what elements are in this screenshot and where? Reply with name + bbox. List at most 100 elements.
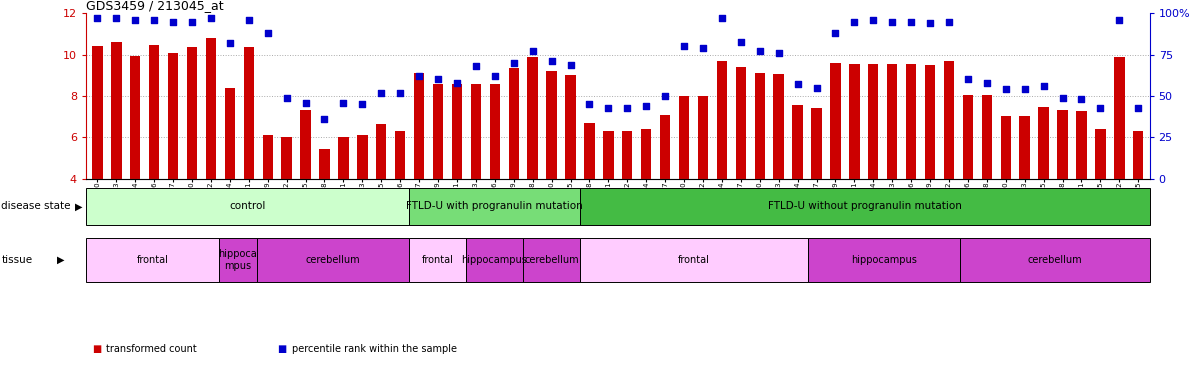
Bar: [641, 129, 651, 261]
Text: hippoca
mpus: hippoca mpus: [219, 249, 257, 271]
Bar: [1019, 116, 1030, 261]
Bar: [471, 84, 482, 261]
Bar: [86, 238, 219, 282]
Bar: [263, 135, 272, 261]
Point: [1091, 104, 1110, 111]
Bar: [413, 73, 424, 261]
Text: transformed count: transformed count: [106, 344, 197, 354]
Bar: [357, 135, 368, 261]
Point: [618, 104, 637, 111]
Bar: [623, 131, 632, 261]
Point: [807, 85, 826, 91]
Bar: [808, 238, 960, 282]
Bar: [225, 88, 235, 261]
Text: frontal: frontal: [136, 255, 168, 265]
Point: [410, 73, 429, 79]
Point: [1034, 83, 1053, 89]
Point: [599, 104, 618, 111]
Text: disease state: disease state: [1, 201, 71, 212]
Bar: [906, 64, 917, 261]
Point: [693, 45, 712, 51]
Bar: [409, 188, 580, 225]
Bar: [963, 95, 973, 261]
Point: [1053, 94, 1072, 101]
Point: [560, 61, 580, 68]
Bar: [717, 61, 727, 261]
Point: [220, 40, 239, 46]
Bar: [111, 42, 122, 261]
Text: hippocampus: hippocampus: [461, 255, 527, 265]
Point: [901, 19, 920, 25]
Point: [1110, 17, 1129, 23]
Point: [315, 116, 335, 122]
Bar: [831, 63, 840, 261]
Point: [333, 99, 353, 106]
Bar: [773, 74, 784, 261]
Point: [580, 101, 599, 108]
Bar: [754, 73, 765, 261]
Text: cerebellum: cerebellum: [1028, 255, 1081, 265]
Bar: [338, 137, 349, 261]
Text: percentile rank within the sample: percentile rank within the sample: [292, 344, 456, 354]
Point: [712, 15, 731, 22]
Point: [674, 43, 693, 50]
Text: tissue: tissue: [1, 255, 32, 265]
Bar: [206, 38, 216, 261]
Bar: [300, 111, 311, 261]
Bar: [944, 61, 954, 261]
Bar: [523, 238, 580, 282]
Bar: [1058, 111, 1068, 261]
Bar: [244, 48, 255, 261]
Point: [1128, 104, 1147, 111]
Bar: [86, 188, 409, 225]
Bar: [1095, 129, 1105, 261]
Point: [788, 81, 807, 88]
Point: [1072, 96, 1091, 103]
Text: ▶: ▶: [57, 255, 65, 265]
Text: FTLD-U with progranulin mutation: FTLD-U with progranulin mutation: [406, 201, 583, 212]
Bar: [868, 64, 878, 261]
Point: [864, 17, 883, 23]
Point: [637, 103, 656, 109]
Bar: [149, 45, 159, 261]
Point: [958, 76, 978, 83]
Text: cerebellum: cerebellum: [306, 255, 360, 265]
Point: [731, 38, 750, 45]
Text: frontal: frontal: [678, 255, 710, 265]
Bar: [850, 64, 859, 261]
Point: [372, 89, 391, 96]
Point: [429, 76, 448, 83]
Point: [656, 93, 675, 99]
Text: ▶: ▶: [75, 201, 82, 212]
Bar: [960, 238, 1150, 282]
Bar: [1000, 116, 1011, 261]
Bar: [698, 96, 709, 261]
Point: [202, 15, 221, 22]
Bar: [167, 53, 178, 261]
Bar: [509, 68, 519, 261]
Point: [997, 86, 1016, 93]
Point: [826, 30, 845, 36]
Bar: [1077, 111, 1086, 261]
Bar: [603, 131, 613, 261]
Point: [106, 15, 125, 22]
Bar: [452, 84, 462, 261]
Point: [523, 48, 543, 55]
Point: [391, 89, 410, 96]
Bar: [546, 71, 557, 261]
Bar: [887, 64, 897, 261]
Point: [277, 94, 296, 101]
Bar: [319, 149, 330, 261]
Point: [145, 17, 164, 23]
Point: [447, 80, 466, 86]
Bar: [679, 96, 690, 261]
Bar: [811, 108, 822, 261]
Bar: [282, 137, 292, 261]
Text: control: control: [229, 201, 265, 212]
Bar: [130, 56, 141, 261]
Point: [920, 20, 939, 26]
Point: [1015, 86, 1034, 93]
Point: [164, 19, 183, 25]
Point: [88, 15, 108, 22]
Point: [296, 99, 315, 106]
